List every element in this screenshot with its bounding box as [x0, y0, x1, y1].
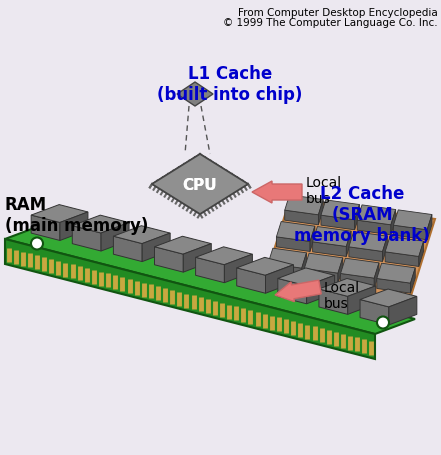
Polygon shape — [385, 237, 424, 257]
Polygon shape — [277, 222, 315, 242]
Polygon shape — [427, 215, 432, 240]
Polygon shape — [60, 212, 88, 241]
Polygon shape — [265, 200, 435, 299]
FancyArrow shape — [275, 280, 321, 302]
Text: From Computer Desktop Encyclopedia: From Computer Desktop Encyclopedia — [238, 8, 438, 18]
Polygon shape — [183, 244, 211, 273]
Polygon shape — [374, 263, 379, 288]
Polygon shape — [321, 216, 355, 230]
Text: CPU: CPU — [183, 177, 217, 192]
Polygon shape — [154, 247, 183, 273]
Polygon shape — [383, 237, 387, 262]
Polygon shape — [313, 227, 351, 247]
Circle shape — [377, 317, 389, 329]
Polygon shape — [113, 237, 142, 262]
Polygon shape — [278, 268, 335, 286]
Polygon shape — [319, 289, 348, 315]
Polygon shape — [196, 258, 224, 283]
Polygon shape — [304, 253, 343, 273]
Polygon shape — [360, 289, 417, 307]
Polygon shape — [349, 232, 387, 252]
FancyArrow shape — [252, 182, 302, 203]
Polygon shape — [346, 232, 351, 257]
Polygon shape — [285, 211, 318, 225]
Polygon shape — [237, 268, 265, 293]
Polygon shape — [113, 226, 170, 244]
Polygon shape — [268, 249, 306, 268]
Polygon shape — [224, 255, 252, 283]
Polygon shape — [31, 205, 88, 223]
Polygon shape — [393, 226, 427, 240]
Polygon shape — [391, 210, 396, 235]
Polygon shape — [348, 286, 376, 315]
Polygon shape — [285, 196, 323, 215]
Polygon shape — [306, 276, 335, 304]
Polygon shape — [393, 210, 432, 230]
Polygon shape — [5, 239, 375, 359]
Polygon shape — [313, 242, 346, 257]
Text: RAM
(main memory): RAM (main memory) — [5, 196, 148, 234]
Polygon shape — [355, 205, 359, 230]
Polygon shape — [31, 216, 60, 241]
Polygon shape — [154, 237, 211, 255]
Text: Local
bus: Local bus — [324, 280, 360, 310]
Polygon shape — [268, 264, 302, 278]
Polygon shape — [72, 216, 129, 233]
Polygon shape — [419, 242, 424, 267]
Circle shape — [31, 238, 43, 250]
Polygon shape — [411, 268, 415, 293]
Polygon shape — [310, 227, 315, 252]
Polygon shape — [377, 279, 411, 293]
Polygon shape — [237, 258, 294, 276]
Polygon shape — [196, 247, 252, 265]
Text: Local
bus: Local bus — [306, 176, 342, 206]
Polygon shape — [302, 253, 306, 278]
Polygon shape — [349, 247, 383, 262]
Polygon shape — [385, 252, 419, 267]
Polygon shape — [321, 201, 359, 220]
Polygon shape — [177, 83, 213, 107]
Polygon shape — [142, 233, 170, 262]
Polygon shape — [340, 274, 374, 288]
Polygon shape — [152, 155, 248, 214]
Polygon shape — [340, 258, 379, 278]
Polygon shape — [152, 155, 248, 214]
Polygon shape — [101, 223, 129, 252]
Text: © 1999 The Computer Language Co. Inc.: © 1999 The Computer Language Co. Inc. — [224, 18, 438, 28]
Polygon shape — [265, 265, 294, 293]
Text: L1 Cache
(built into chip): L1 Cache (built into chip) — [157, 65, 303, 104]
Text: L2 Cache
(SRAM
memory bank): L2 Cache (SRAM memory bank) — [294, 185, 430, 244]
Polygon shape — [72, 226, 101, 252]
Polygon shape — [338, 258, 343, 283]
Polygon shape — [277, 238, 310, 252]
Polygon shape — [304, 269, 338, 283]
Text: CPU: CPU — [183, 177, 217, 192]
Polygon shape — [5, 224, 415, 334]
Polygon shape — [377, 263, 415, 283]
Polygon shape — [357, 221, 391, 235]
Polygon shape — [319, 279, 376, 297]
Polygon shape — [278, 279, 306, 304]
Polygon shape — [318, 200, 323, 225]
Polygon shape — [360, 300, 389, 325]
Polygon shape — [389, 297, 417, 325]
Polygon shape — [357, 205, 396, 225]
